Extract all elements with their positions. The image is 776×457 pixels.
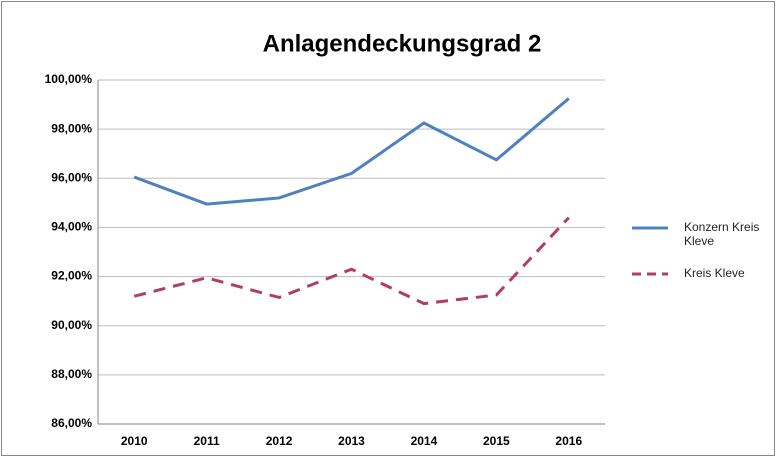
x-tick-label: 2014 bbox=[411, 434, 438, 448]
series-line bbox=[133, 216, 570, 306]
x-tick-label: 2010 bbox=[121, 434, 148, 448]
y-tick-label: 100,00% bbox=[45, 72, 93, 86]
x-tick-label: 2012 bbox=[266, 434, 293, 448]
legend-label: Kreis Kleve bbox=[684, 266, 745, 280]
x-tick-label: 2013 bbox=[338, 434, 365, 448]
y-tick-label: 96,00% bbox=[51, 170, 92, 184]
x-tick-label: 2015 bbox=[483, 434, 510, 448]
series-line bbox=[133, 97, 570, 206]
y-tick-label: 92,00% bbox=[51, 269, 92, 283]
y-tick-label: 88,00% bbox=[51, 367, 92, 381]
legend-item: Kreis Kleve bbox=[630, 266, 770, 280]
y-tick-label: 86,00% bbox=[51, 416, 92, 430]
legend-label: Konzern Kreis Kleve bbox=[684, 220, 760, 248]
legend-swatch bbox=[632, 272, 668, 276]
y-tick-label: 98,00% bbox=[51, 121, 92, 135]
legend: Konzern Kreis Kleve Kreis Kleve bbox=[630, 220, 770, 298]
x-tick-label: 2011 bbox=[194, 434, 220, 448]
x-tick-label: 2016 bbox=[555, 434, 582, 448]
chart-title: Anlagendeckungsgrad 2 bbox=[263, 30, 542, 57]
legend-item: Konzern Kreis Kleve bbox=[630, 220, 770, 248]
y-tick-label: 90,00% bbox=[51, 318, 92, 332]
legend-swatch bbox=[632, 226, 668, 230]
y-tick-label: 94,00% bbox=[51, 220, 92, 234]
